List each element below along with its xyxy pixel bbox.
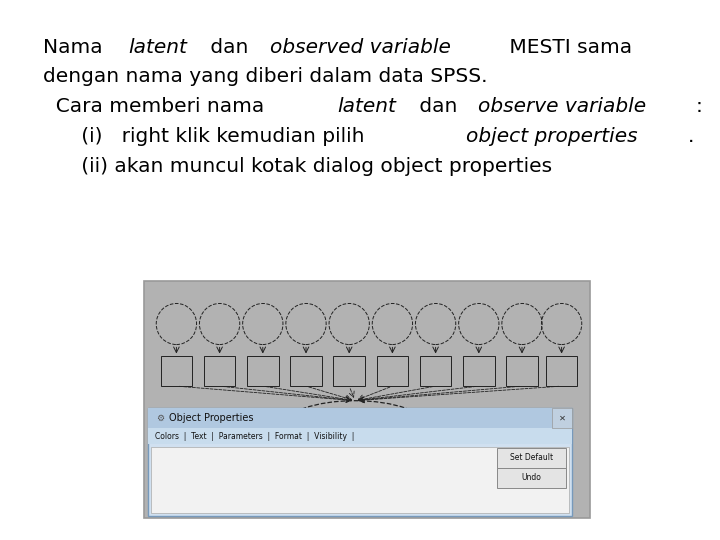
Text: dan: dan	[413, 97, 464, 116]
Text: observe variable: observe variable	[478, 97, 647, 116]
Text: Nama: Nama	[43, 38, 109, 57]
Text: dengan nama yang diberi dalam data SPSS.: dengan nama yang diberi dalam data SPSS.	[43, 68, 487, 86]
Text: latent: latent	[337, 97, 396, 116]
Text: Colors  |  Text  |  Parameters  |  Format  |  Visibility  |: Colors | Text | Parameters | Format | Vi…	[155, 432, 354, 441]
FancyBboxPatch shape	[497, 448, 566, 468]
Text: ⚙: ⚙	[156, 414, 164, 422]
Text: MESTI sama: MESTI sama	[503, 38, 632, 57]
Text: Object Properties: Object Properties	[169, 413, 253, 423]
Text: Cara memberi nama: Cara memberi nama	[43, 97, 271, 116]
Text: (i)   right klik kemudian pilih: (i) right klik kemudian pilih	[43, 127, 371, 146]
Text: dan: dan	[204, 38, 255, 57]
Text: latent: latent	[128, 38, 187, 57]
Text: Set Default: Set Default	[510, 454, 553, 462]
FancyBboxPatch shape	[148, 428, 572, 444]
FancyBboxPatch shape	[148, 408, 572, 516]
FancyBboxPatch shape	[151, 447, 569, 513]
Text: .: .	[688, 127, 694, 146]
FancyBboxPatch shape	[144, 281, 590, 518]
Text: ✕: ✕	[559, 414, 566, 422]
Text: Undo: Undo	[521, 474, 541, 482]
Text: :: :	[696, 97, 702, 116]
FancyBboxPatch shape	[497, 468, 566, 488]
Text: object properties: object properties	[467, 127, 638, 146]
Text: (ii) akan muncul kotak dialog object properties: (ii) akan muncul kotak dialog object pro…	[43, 157, 552, 176]
Text: observed variable: observed variable	[270, 38, 451, 57]
FancyBboxPatch shape	[552, 408, 572, 428]
FancyBboxPatch shape	[148, 408, 572, 428]
